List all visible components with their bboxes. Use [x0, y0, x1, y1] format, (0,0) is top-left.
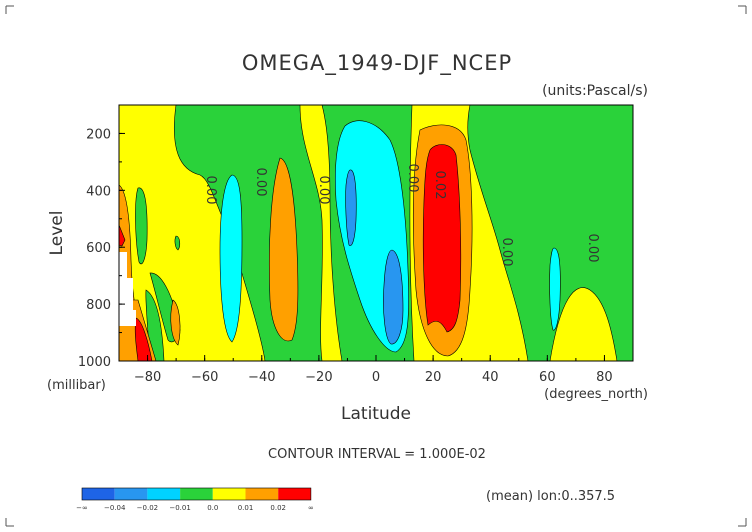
- mean-note: (mean) lon:0..357.5: [486, 489, 615, 504]
- x-tick-label: 0: [372, 370, 380, 385]
- contour-interval-note: CONTOUR INTERVAL = 1.000E-02: [268, 447, 486, 462]
- legend-swatch: [147, 488, 181, 500]
- y-axis: 200 400 600 800 1000: [78, 104, 125, 370]
- field-blue-eq1: [345, 169, 357, 246]
- contour-label: 0.00: [585, 234, 600, 263]
- legend-label: −0.04: [104, 504, 126, 512]
- x-tick-label: 40: [482, 370, 499, 385]
- legend-label: −0.01: [169, 504, 190, 512]
- contour-label: 0.02: [432, 171, 447, 200]
- y-axis-units: (millibar): [47, 378, 106, 393]
- x-axis-label: Latitude: [341, 404, 411, 424]
- x-tick-label: −60: [191, 370, 218, 385]
- y-tick-label: 200: [86, 127, 111, 142]
- y-axis-label: Level: [47, 211, 67, 256]
- legend-swatch: [180, 488, 213, 500]
- units-label: (units:Pascal/s): [542, 83, 648, 99]
- legend-label: 0.0: [207, 504, 218, 512]
- legend-label: −0.02: [137, 504, 158, 512]
- y-tick-label: 400: [86, 184, 111, 199]
- field-green-sw1: [135, 187, 148, 265]
- legend-swatch: [212, 488, 246, 500]
- x-tick-label: −80: [134, 370, 161, 385]
- color-legend: −∞ −0.04 −0.02 −0.01 0.0 0.01 0.02 ∞: [76, 487, 314, 512]
- field-green-sw3: [174, 235, 181, 251]
- x-tick-label: −40: [248, 370, 275, 385]
- legend-label: ∞: [308, 504, 314, 512]
- x-tick-label: 80: [596, 370, 613, 385]
- field-blue-eq2: [383, 249, 404, 345]
- x-tick-label: −20: [305, 370, 332, 385]
- legend-swatch: [245, 488, 279, 500]
- x-axis-units: (degrees_north): [544, 387, 648, 402]
- contour-fill: [119, 105, 633, 361]
- contour-label: 0.00: [316, 176, 331, 205]
- field-green-nh: [467, 105, 633, 361]
- chart-title: OMEGA_1949-DJF_NCEP: [242, 51, 512, 76]
- legend-frame: [81, 487, 312, 501]
- field-red-sw2: [134, 317, 153, 361]
- x-tick-label: 60: [539, 370, 556, 385]
- y-tick-label: 800: [86, 298, 111, 313]
- x-axis: −80 −60 −40 −20 0 20 40 60 80: [118, 355, 634, 385]
- field-cyan-sh: [219, 174, 243, 343]
- contour-label: 0.00: [405, 164, 420, 193]
- legend-swatch: [82, 488, 115, 500]
- legend-label: −∞: [76, 504, 88, 512]
- contour-label: 0.00: [499, 238, 514, 267]
- x-tick-label: 20: [425, 370, 442, 385]
- field-missing: [119, 252, 136, 326]
- field-cyan-nh: [549, 247, 561, 331]
- field-orange-sw2: [170, 299, 181, 346]
- field-orange-mid: [269, 157, 299, 342]
- contour-label: 0.00: [253, 168, 268, 197]
- legend-label: 0.02: [270, 504, 286, 512]
- field-red-sw: [119, 224, 126, 247]
- y-tick-label: 1000: [78, 355, 111, 370]
- contour-labels: 0.00 0.00 0.00 0.00 0.02 0.00 0.00: [203, 164, 600, 267]
- corner-marks: [5, 5, 747, 527]
- legend-swatch: [114, 488, 148, 500]
- field-red-nh: [422, 144, 462, 333]
- y-tick-label: 600: [86, 241, 111, 256]
- legend-swatch: [278, 488, 311, 500]
- legend-label: 0.01: [238, 504, 254, 512]
- contour-label: 0.00: [203, 176, 218, 205]
